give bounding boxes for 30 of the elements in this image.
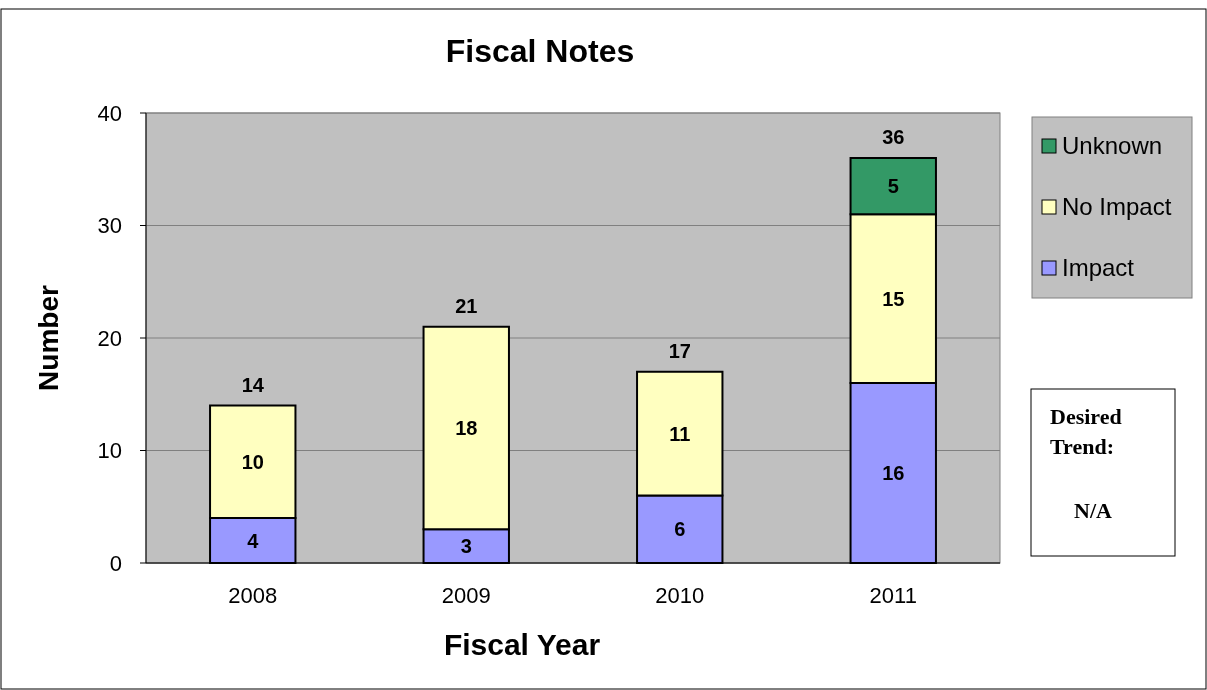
legend-label: Impact <box>1062 254 1135 282</box>
x-axis-title: Fiscal Year <box>443 628 601 661</box>
data-label: 6 <box>674 518 686 541</box>
data-label: 18 <box>455 417 478 439</box>
legend-label: No Impact <box>1062 193 1172 221</box>
x-tick-label: 2008 <box>228 583 278 608</box>
x-tick-label: 2009 <box>441 583 491 608</box>
total-label: 21 <box>455 294 478 317</box>
y-tick-label: 0 <box>109 550 122 576</box>
data-label: 11 <box>669 422 691 445</box>
y-tick-label: 20 <box>97 325 122 351</box>
y-tick-label: 30 <box>97 213 122 239</box>
x-tick-label: 2010 <box>655 583 705 608</box>
total-label: 36 <box>882 126 905 148</box>
data-label: 4 <box>247 529 260 552</box>
data-label: 10 <box>241 450 264 473</box>
data-label: 15 <box>882 287 905 310</box>
data-label: 3 <box>460 535 472 558</box>
y-axis-title: Number <box>33 285 64 391</box>
y-tick-label: 40 <box>97 100 122 126</box>
data-label: 5 <box>887 175 899 198</box>
data-label: 16 <box>882 462 905 484</box>
total-label: 17 <box>668 339 691 362</box>
y-tick-label: 10 <box>97 438 122 464</box>
text: N/A <box>1074 498 1113 523</box>
text: Desired Trend: <box>1050 404 1122 459</box>
chart-title: Fiscal Notes <box>445 33 635 69</box>
x-tick-label: 2011 <box>869 583 917 608</box>
legend-label: Unknown <box>1062 132 1163 160</box>
total-label: 14 <box>241 373 265 396</box>
